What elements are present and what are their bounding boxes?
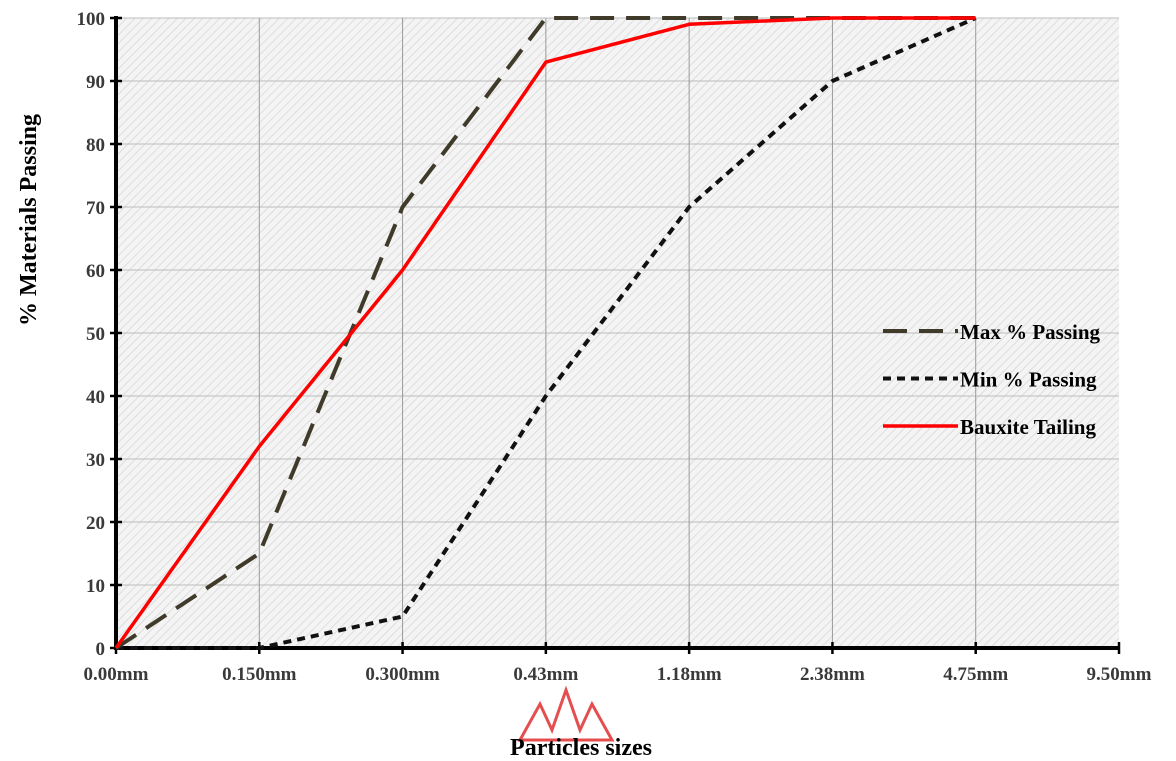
y-tick-label: 60 xyxy=(86,261,105,282)
legend-label: Bauxite Tailing xyxy=(960,415,1096,439)
y-tick-label: 0 xyxy=(96,639,106,660)
y-tick-label: 10 xyxy=(86,576,105,597)
legend-label: Max % Passing xyxy=(960,320,1101,344)
y-tick-label: 50 xyxy=(86,324,105,345)
y-tick-label: 30 xyxy=(86,450,105,471)
x-tick-label: 9.50mm xyxy=(1087,664,1152,685)
y-axis-title: % Materials Passing xyxy=(16,114,42,326)
watermark-logo xyxy=(517,685,615,742)
y-tick-label: 100 xyxy=(77,9,106,30)
x-tick-label: 0.300mm xyxy=(365,664,440,685)
legend: Max % Passing Min % Passing Bauxite Tailin… xyxy=(883,320,1101,439)
x-tick-label: 2.38mm xyxy=(800,664,865,685)
axes xyxy=(110,16,1121,654)
x-tick-label: 0.150mm xyxy=(222,664,297,685)
x-axis-title: Particles sizes xyxy=(510,735,652,761)
series-line-min-passing xyxy=(116,16,977,650)
y-tick-labels: 0 10 20 30 40 50 60 70 80 90 100 xyxy=(77,9,106,660)
y-tick-label: 70 xyxy=(86,198,105,219)
y-tick-label: 40 xyxy=(86,387,105,408)
x-tick-label: 1.18mm xyxy=(657,664,722,685)
series-lines xyxy=(114,16,977,650)
y-tick-label: 80 xyxy=(86,135,105,156)
y-tick-label: 90 xyxy=(86,72,105,93)
y-tick-label: 20 xyxy=(86,513,105,534)
x-tick-label: 4.75mm xyxy=(943,664,1008,685)
legend-label: Min % Passing xyxy=(960,368,1097,392)
series-line-bauxite-tailing xyxy=(114,16,976,650)
x-tick-label: 0.43mm xyxy=(513,664,578,685)
x-tick-labels: 0.00mm 0.150mm 0.300mm 0.43mm 1.18mm 2.38mm 4.… xyxy=(84,664,1152,685)
x-tick-label: 0.00mm xyxy=(84,664,149,685)
